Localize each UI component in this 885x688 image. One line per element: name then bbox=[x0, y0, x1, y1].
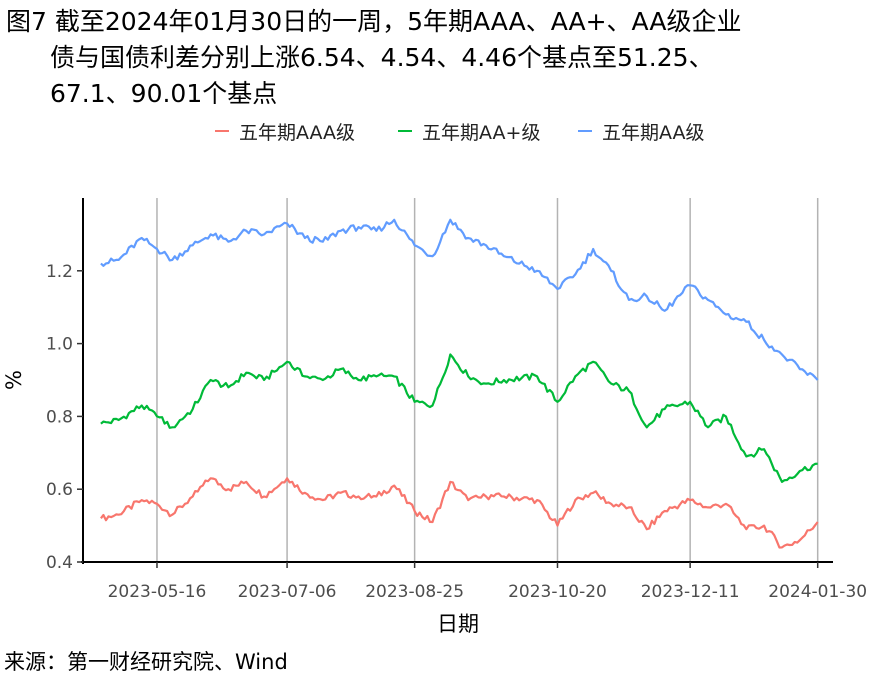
series-line-2 bbox=[100, 218, 819, 381]
title-line-1: 图7 截至2024年01月30日的一周，5年期AAA、AA+、AA级企业 bbox=[6, 7, 742, 36]
y-axis-title: % bbox=[2, 370, 26, 390]
y-tick-label-3: 1.0 bbox=[46, 335, 73, 355]
legend-item-aaa: 五年期AAA级 bbox=[215, 118, 355, 144]
x-tick-label-2: 2023-08-25 bbox=[365, 582, 464, 602]
legend-label-aaa: 五年期AAA级 bbox=[239, 121, 356, 144]
x-tick-label-0: 2023-05-16 bbox=[108, 582, 207, 602]
legend: 五年期AAA级 五年期AA+级 五年期AA级 bbox=[0, 118, 885, 144]
source-note: 来源：第一财经研究院、Wind bbox=[4, 650, 288, 674]
series-line-1 bbox=[100, 353, 818, 483]
y-tick-label-4: 1.2 bbox=[46, 262, 73, 282]
chart-title: 图7 截至2024年01月30日的一周，5年期AAA、AA+、AA级企业 债与国… bbox=[6, 4, 878, 112]
x-tick-label-4: 2023-12-11 bbox=[641, 582, 740, 602]
legend-item-aa: 五年期AA级 bbox=[578, 118, 705, 144]
y-tick-label-1: 0.6 bbox=[46, 480, 73, 500]
legend-label-aa-plus: 五年期AA+级 bbox=[422, 121, 541, 144]
legend-item-aa-plus: 五年期AA+级 bbox=[398, 118, 540, 144]
x-tick-label-3: 2023-10-20 bbox=[508, 582, 607, 602]
x-axis-title: 日期 bbox=[437, 612, 479, 636]
x-tick-label-1: 2023-07-06 bbox=[238, 582, 337, 602]
y-tick-label-2: 0.8 bbox=[46, 407, 73, 427]
legend-key-aa bbox=[578, 130, 592, 132]
x-tick-label-5: 2024-01-30 bbox=[768, 582, 867, 602]
legend-key-aa-plus bbox=[398, 130, 412, 132]
title-line-2: 债与国债利差分别上涨6.54、4.54、4.46个基点至51.25、 bbox=[50, 43, 714, 72]
series-line-0 bbox=[100, 477, 819, 549]
legend-key-aaa bbox=[215, 130, 229, 132]
title-line-3: 67.1、90.01个基点 bbox=[50, 79, 278, 108]
y-tick-label-0: 0.4 bbox=[46, 553, 73, 573]
legend-label-aa: 五年期AA级 bbox=[602, 121, 705, 144]
